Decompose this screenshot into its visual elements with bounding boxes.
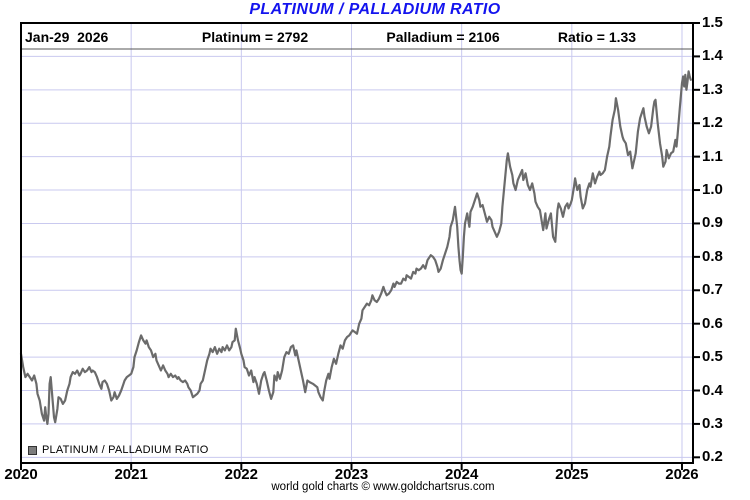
y-axis-label: 0.5 [702, 348, 723, 366]
y-axis-label: 1.2 [702, 114, 723, 132]
y-axis-label: 1.5 [702, 14, 723, 31]
y-axis-label: 1.4 [702, 47, 723, 65]
y-axis-label: 1.3 [702, 80, 723, 98]
y-axis-label: 0.9 [702, 214, 723, 232]
legend: PLATINUM / PALLADIUM RATIO [28, 444, 209, 456]
header-palladium-value: Palladium = 2106 [386, 29, 500, 45]
x-axis-label: 2025 [555, 466, 589, 483]
copyright-credit: world gold charts © www.goldchartsrus.co… [271, 481, 495, 493]
x-axis-label: 2026 [665, 466, 699, 483]
y-axis-label: 0.6 [702, 314, 723, 332]
legend-swatch-icon [28, 445, 37, 455]
header-ratio-value: Ratio = 1.33 [557, 29, 637, 45]
y-axis-label: 0.2 [702, 448, 723, 466]
y-axis-label: 0.3 [702, 414, 723, 432]
y-axis-label: 0.4 [702, 381, 723, 399]
header-platinum-value: Platinum = 2792 [201, 29, 309, 45]
ratio-series-line [19, 70, 692, 425]
x-axis-label: 2023 [334, 466, 369, 483]
x-axis-label: 2024 [444, 466, 479, 483]
x-axis-label: 2020 [4, 466, 38, 483]
x-axis-label: 2021 [114, 466, 148, 483]
header-date-label: Jan-29 2026 [25, 29, 109, 45]
y-axis-label: 1.0 [702, 181, 723, 199]
page-title: PLATINUM / PALLADIUM RATIO [249, 1, 501, 18]
y-axis-label: 0.8 [702, 247, 723, 265]
legend-label: PLATINUM / PALLADIUM RATIO [42, 444, 209, 456]
y-axis-label: 1.1 [702, 147, 723, 165]
y-axis-label: 0.7 [702, 281, 723, 299]
plot-border [20, 22, 694, 464]
x-axis-label: 2022 [224, 466, 258, 483]
